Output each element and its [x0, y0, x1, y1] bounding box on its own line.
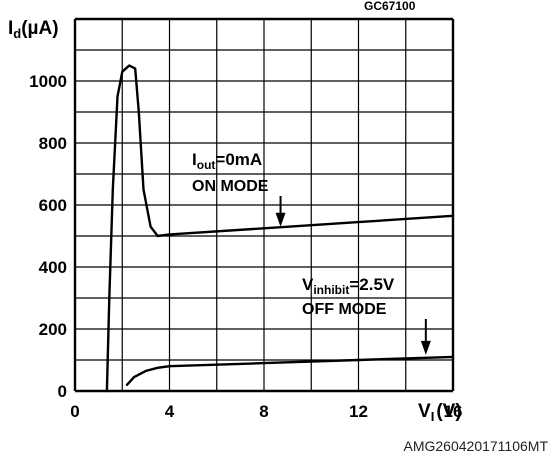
y-axis-label: Id(µA) — [8, 18, 59, 41]
x-tick-label: 0 — [70, 402, 79, 421]
grid — [75, 19, 453, 391]
annotation-arrowhead-on — [276, 213, 286, 227]
x-tick-label: 4 — [165, 402, 175, 421]
x-tick-label: 8 — [259, 402, 268, 421]
x-tick-label: 12 — [349, 402, 368, 421]
y-axis-label-sub: d — [13, 26, 21, 41]
y-tick-label: 800 — [39, 134, 67, 153]
x-axis-label-unit: (V) — [436, 401, 461, 422]
series-line-off — [127, 357, 453, 385]
reference-code: AMG260420171106MT — [404, 438, 549, 454]
y-tick-label: 200 — [39, 320, 67, 339]
y-tick-label: 0 — [58, 382, 67, 401]
y-tick-label: 400 — [39, 258, 67, 277]
annotation-arrowhead-off — [421, 341, 431, 355]
y-axis-label-unit: (µA) — [21, 18, 58, 39]
x-axis-label: VI (V) — [418, 401, 462, 424]
x-axis-label-main: V — [418, 401, 431, 422]
x-axis-label-sub: I — [431, 409, 435, 424]
y-tick-label: 1000 — [29, 72, 67, 91]
annotation-off-line2: OFF MODE — [302, 301, 387, 318]
annotation-on-line2: ON MODE — [192, 178, 269, 195]
figure-code: GC67100 — [364, 0, 416, 13]
curves — [107, 66, 453, 392]
annotation-on-line1: Iout=0mA — [192, 150, 262, 172]
y-tick-label: 600 — [39, 196, 67, 215]
series-line-on — [107, 66, 453, 392]
annotation-off-line1: Vinhibit=2.5V — [302, 275, 395, 297]
